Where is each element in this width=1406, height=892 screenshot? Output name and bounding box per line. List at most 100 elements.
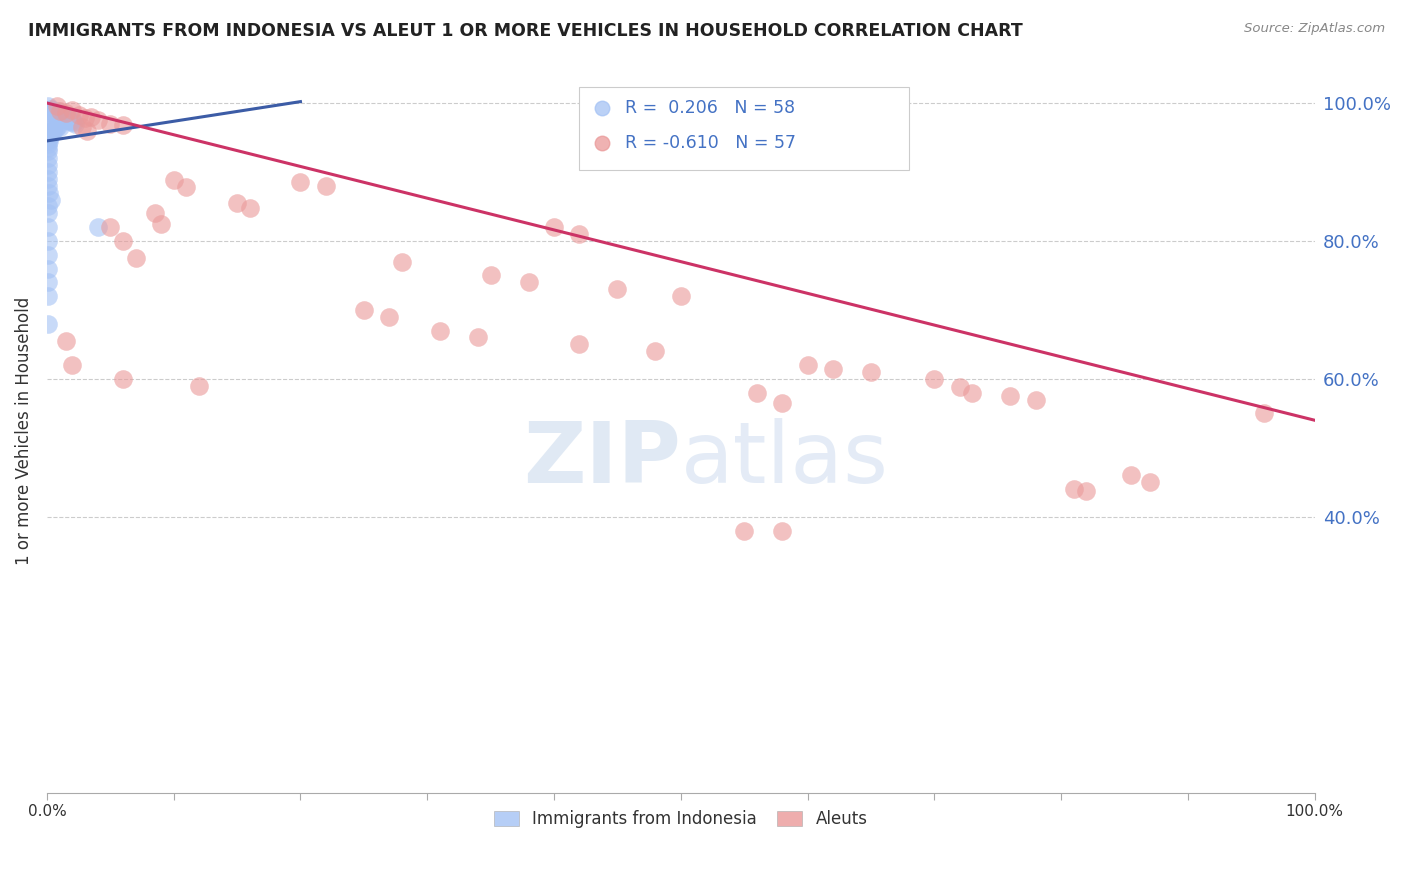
Text: R =  0.206   N = 58: R = 0.206 N = 58 — [626, 99, 796, 118]
Point — [37, 261, 59, 276]
Point — [176, 180, 198, 194]
Point — [239, 201, 262, 215]
Point — [111, 234, 134, 248]
Point — [38, 126, 60, 140]
Point — [37, 275, 59, 289]
Point — [37, 178, 59, 193]
Point — [55, 106, 77, 120]
Point — [143, 206, 166, 220]
Point — [44, 108, 66, 122]
Point — [962, 385, 984, 400]
Point — [568, 337, 591, 351]
Point — [42, 118, 65, 132]
Point — [150, 217, 173, 231]
Text: R = -0.610   N = 57: R = -0.610 N = 57 — [626, 134, 796, 153]
Point — [543, 220, 565, 235]
Point — [63, 117, 86, 131]
Point — [37, 317, 59, 331]
Point — [80, 110, 103, 124]
Point — [111, 118, 134, 132]
Point — [467, 330, 489, 344]
Point — [37, 165, 59, 179]
Point — [591, 134, 613, 148]
Point — [770, 524, 793, 538]
Point — [39, 128, 62, 142]
Point — [55, 334, 77, 348]
Point — [41, 104, 63, 119]
Point — [37, 234, 59, 248]
Point — [479, 268, 502, 283]
Text: IMMIGRANTS FROM INDONESIA VS ALEUT 1 OR MORE VEHICLES IN HOUSEHOLD CORRELATION C: IMMIGRANTS FROM INDONESIA VS ALEUT 1 OR … — [28, 22, 1024, 40]
Point — [73, 111, 96, 125]
Point — [49, 110, 72, 124]
Point — [37, 145, 59, 159]
Point — [44, 120, 66, 134]
Point — [58, 111, 80, 125]
Point — [1253, 406, 1275, 420]
Point — [51, 111, 73, 125]
Point — [669, 289, 692, 303]
Point — [568, 227, 591, 241]
Point — [45, 120, 67, 135]
Point — [391, 254, 413, 268]
Point — [1076, 483, 1098, 498]
Point — [770, 396, 793, 410]
Point — [59, 115, 82, 129]
Point — [72, 120, 94, 135]
Point — [60, 113, 83, 128]
Point — [924, 372, 946, 386]
Point — [188, 378, 211, 392]
Point — [353, 302, 375, 317]
Point — [48, 104, 70, 119]
Point — [76, 123, 98, 137]
Point — [59, 114, 82, 128]
Point — [378, 310, 401, 324]
Point — [859, 365, 882, 379]
Text: ZIP: ZIP — [523, 418, 681, 501]
Text: Source: ZipAtlas.com: Source: ZipAtlas.com — [1244, 22, 1385, 36]
Point — [37, 289, 59, 303]
Point — [745, 385, 768, 400]
Point — [98, 117, 121, 131]
Point — [124, 251, 146, 265]
Point — [39, 193, 62, 207]
Point — [37, 151, 59, 165]
Point — [46, 107, 69, 121]
Y-axis label: 1 or more Vehicles in Household: 1 or more Vehicles in Household — [15, 296, 32, 565]
Point — [37, 141, 59, 155]
Point — [48, 120, 70, 135]
Point — [37, 248, 59, 262]
Point — [111, 372, 134, 386]
Point — [67, 108, 90, 122]
Point — [39, 122, 62, 136]
Point — [37, 158, 59, 172]
Point — [48, 108, 70, 122]
Point — [606, 282, 628, 296]
Point — [733, 524, 755, 538]
Point — [37, 132, 59, 146]
Point — [1063, 482, 1085, 496]
Point — [429, 324, 451, 338]
FancyBboxPatch shape — [579, 87, 908, 169]
Point — [86, 113, 108, 128]
Point — [796, 358, 818, 372]
Point — [37, 206, 59, 220]
Point — [41, 124, 63, 138]
Point — [38, 103, 60, 117]
Point — [41, 123, 63, 137]
Point — [42, 125, 65, 139]
Point — [39, 102, 62, 116]
Point — [60, 103, 83, 117]
Point — [45, 105, 67, 120]
Point — [37, 220, 59, 235]
Point — [37, 199, 59, 213]
Point — [46, 103, 69, 118]
Point — [98, 220, 121, 235]
Point — [949, 380, 972, 394]
Point — [37, 137, 59, 152]
Point — [38, 186, 60, 200]
Point — [163, 173, 186, 187]
Point — [46, 119, 69, 133]
Point — [62, 114, 84, 128]
Point — [1119, 468, 1142, 483]
